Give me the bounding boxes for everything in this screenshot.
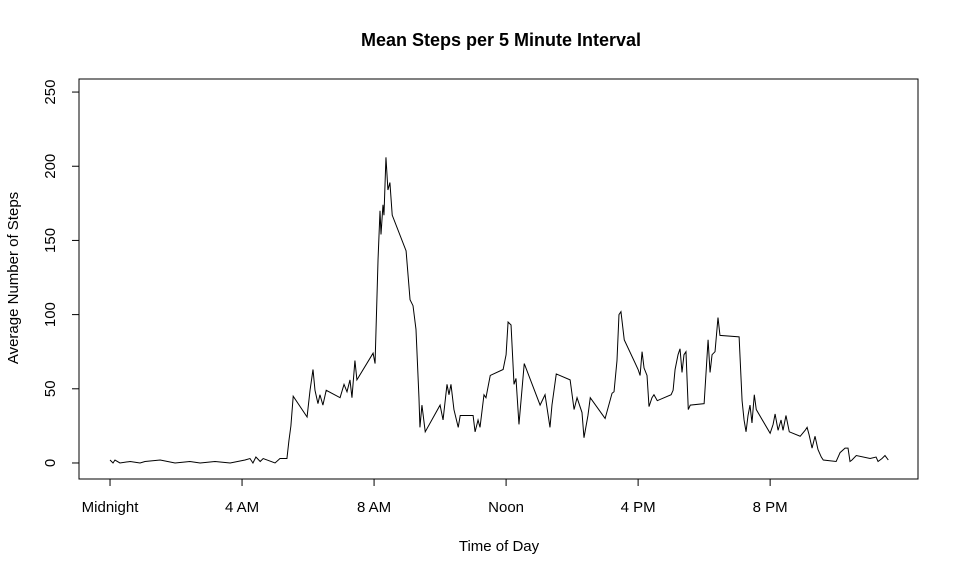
- y-tick-label: 250: [42, 80, 59, 105]
- data-line: [109, 157, 889, 464]
- y-tick-label: 50: [42, 380, 59, 397]
- y-tick-label: 150: [42, 228, 59, 253]
- x-tick-label: Midnight: [82, 499, 140, 516]
- plot-box: [78, 78, 919, 480]
- y-tick-label: 0: [42, 459, 59, 467]
- x-tick-label: 4 PM: [621, 499, 656, 516]
- y-tick-label: 200: [42, 154, 59, 179]
- x-tick-label: Noon: [488, 499, 524, 516]
- x-axis-title: Time of Day: [459, 538, 540, 555]
- x-tick-label: 8 PM: [753, 499, 788, 516]
- x-tick-label: 8 AM: [357, 499, 391, 516]
- y-axis-title: Average Number of Steps: [5, 192, 22, 364]
- y-tick-label: 100: [42, 302, 59, 327]
- x-tick-label: 4 AM: [225, 499, 259, 516]
- chart-title: Mean Steps per 5 Minute Interval: [361, 30, 641, 50]
